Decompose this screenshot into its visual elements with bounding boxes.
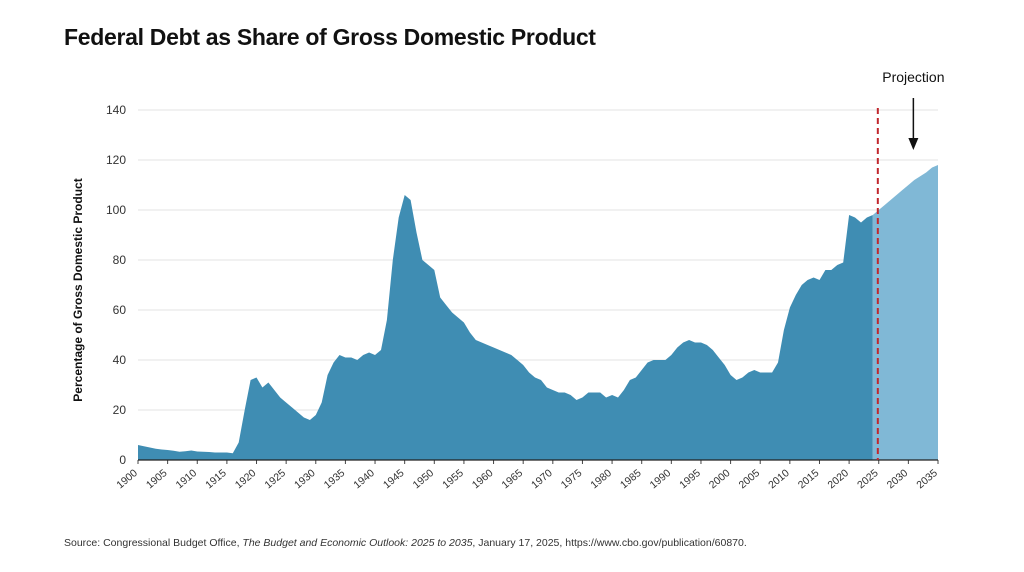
x-tick-1985: 1985	[618, 467, 644, 491]
x-tick-1975: 1975	[559, 467, 585, 491]
x-tick-2020: 2020	[825, 467, 851, 491]
x-tick-1995: 1995	[677, 467, 703, 491]
x-tick-1920: 1920	[233, 467, 259, 491]
data-areas	[138, 165, 938, 460]
y-tick-0: 0	[119, 453, 126, 467]
x-tick-1900: 1900	[114, 467, 140, 491]
source-title: The Budget and Economic Outlook: 2025 to…	[242, 537, 473, 549]
y-tick-80: 80	[113, 253, 127, 267]
x-tick-1965: 1965	[500, 467, 526, 491]
area-actual	[138, 195, 873, 460]
y-tick-20: 20	[113, 403, 127, 417]
y-tick-60: 60	[113, 303, 127, 317]
x-tick-2000: 2000	[707, 467, 733, 491]
x-axis-ticks: 1900 1905 1910 1915 1920 1925 1930 1935 1940 1945…	[114, 460, 940, 491]
x-tick-1910: 1910	[174, 467, 200, 491]
source-suffix: , January 17, 2025, https://www.cbo.gov/…	[472, 537, 747, 549]
x-tick-1980: 1980	[588, 467, 614, 491]
y-tick-100: 100	[106, 203, 126, 217]
x-tick-2030: 2030	[885, 467, 911, 491]
x-tick-1915: 1915	[203, 467, 229, 491]
x-tick-1905: 1905	[144, 467, 170, 491]
x-tick-2015: 2015	[796, 467, 822, 491]
y-axis-ticks: 0 20 40 60 80 100 120 140	[106, 103, 126, 467]
x-tick-2005: 2005	[737, 467, 763, 491]
x-tick-2025: 2025	[855, 467, 881, 491]
y-tick-40: 40	[113, 353, 127, 367]
x-tick-1990: 1990	[648, 467, 674, 491]
source-note: Source: Congressional Budget Office, The…	[64, 537, 747, 549]
x-tick-2035: 2035	[914, 467, 940, 491]
x-tick-1950: 1950	[411, 467, 437, 491]
x-tick-1940: 1940	[351, 467, 377, 491]
x-tick-1935: 1935	[322, 467, 348, 491]
y-tick-140: 140	[106, 103, 126, 117]
y-tick-120: 120	[106, 153, 126, 167]
projection-arrow-icon	[908, 138, 919, 150]
area-projection	[872, 165, 938, 460]
x-tick-1925: 1925	[262, 467, 288, 491]
chart-title: Federal Debt as Share of Gross Domestic …	[64, 24, 596, 50]
x-tick-1945: 1945	[381, 467, 407, 491]
x-tick-1930: 1930	[292, 467, 318, 491]
x-tick-2010: 2010	[766, 467, 792, 491]
x-tick-1955: 1955	[440, 467, 466, 491]
source-prefix: Source: Congressional Budget Office,	[64, 537, 243, 549]
x-tick-1960: 1960	[470, 467, 496, 491]
projection-label: Projection	[882, 69, 944, 85]
x-tick-1970: 1970	[529, 467, 555, 491]
